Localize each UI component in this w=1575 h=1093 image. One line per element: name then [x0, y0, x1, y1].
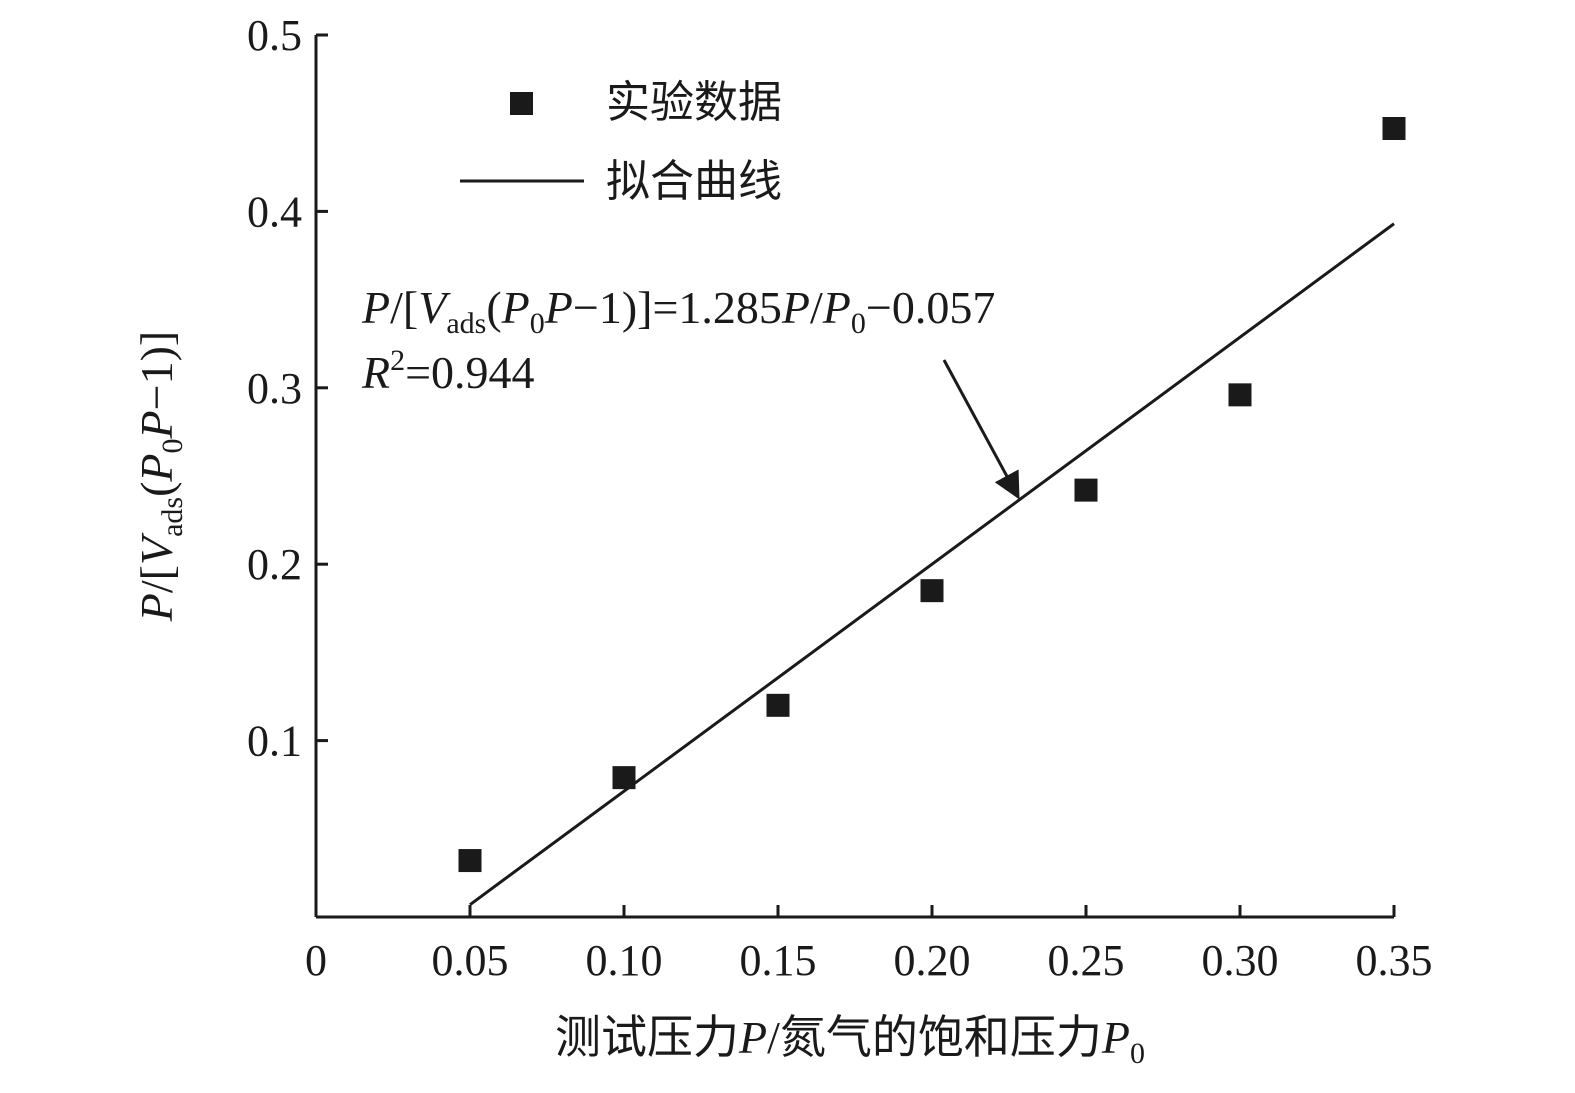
x-tick-label: 0.15 [740, 936, 817, 985]
data-point [1382, 116, 1406, 140]
y-tick-label: 0.1 [247, 717, 302, 766]
r-letter: R [361, 347, 390, 398]
eq-ads: ads [446, 307, 486, 340]
eq-p: P [361, 282, 390, 333]
r-squared: R2=0.944 [361, 344, 535, 398]
data-point [458, 849, 482, 873]
data-point [766, 693, 790, 717]
y-ticks: 0.1 0.2 0.3 0.4 0.5 [247, 11, 328, 766]
r-superscript: 2 [390, 344, 405, 377]
y-tick-label: 0.4 [247, 187, 302, 236]
y-tick-label: 0.5 [247, 11, 302, 60]
y-tick-label: 0.3 [247, 364, 302, 413]
fit-line [469, 222, 1395, 906]
xlabel-text: 测试压力 [555, 1012, 739, 1063]
ylabel-paren: ( [131, 482, 182, 497]
fit-equation: P/[Vads(P0P−1)]=1.285P/P0−0.057 [361, 282, 995, 340]
x-axis-title: 测试压力P/氮气的饱和压力P0 [555, 1012, 1145, 1070]
x-tick-label: 0.25 [1048, 936, 1125, 985]
eq-p3: P [781, 282, 810, 333]
legend-label-experimental: 实验数据 [606, 77, 782, 128]
x-tick-label: 0 [305, 936, 327, 985]
x-ticks: 0 0.05 0.10 0.15 0.20 0.25 0.30 0.35 [305, 905, 1433, 985]
data-point [1074, 478, 1098, 502]
ylabel-p: P [131, 593, 182, 622]
eq-mid: −1)]=1.285 [573, 282, 782, 333]
eq-p2: P [544, 282, 573, 333]
ylabel-zero: 0 [156, 438, 189, 453]
eq-zero2: 0 [851, 307, 866, 340]
xlabel-p0-sub: 0 [1130, 1037, 1145, 1070]
x-tick-label: 0.20 [894, 936, 971, 985]
ylabel-open: /[ [131, 565, 182, 593]
r-value: =0.944 [405, 347, 534, 398]
eq-slash: / [810, 282, 823, 333]
eq-open: /[ [390, 282, 418, 333]
y-axis-title: P/[Vads(P0P−1)] [131, 331, 189, 622]
data-point [1228, 383, 1252, 407]
eq-paren: ( [486, 282, 501, 333]
x-tick-label: 0.35 [1356, 936, 1433, 985]
xlabel-p0: P [1101, 1012, 1130, 1063]
eq-p4: P [822, 282, 851, 333]
y-tick-label: 0.2 [247, 540, 302, 589]
eq-zero: 0 [530, 307, 545, 340]
eq-v: V [418, 282, 451, 333]
eq-tail: −0.057 [866, 282, 995, 333]
ylabel-tail: −1)] [131, 331, 182, 411]
ylabel-p0: P [131, 453, 182, 482]
annotation-arrow [942, 359, 1020, 500]
xlabel-p: P [738, 1012, 767, 1063]
x-tick-label: 0.30 [1202, 936, 1279, 985]
data-points [458, 116, 1406, 873]
ylabel-p2: P [131, 410, 182, 439]
x-tick-label: 0.05 [432, 936, 509, 985]
x-tick-label: 0.10 [586, 936, 663, 985]
data-point [612, 766, 636, 790]
xlabel-mid: /氮气的饱和压力 [767, 1012, 1102, 1063]
data-point [920, 579, 944, 603]
ylabel-ads: ads [156, 497, 189, 537]
legend: 实验数据 拟合曲线 [460, 77, 782, 207]
eq-p0: P [501, 282, 530, 333]
legend-label-fit: 拟合曲线 [606, 156, 782, 207]
ylabel-v: V [131, 532, 182, 565]
legend-marker-experimental [510, 92, 533, 115]
